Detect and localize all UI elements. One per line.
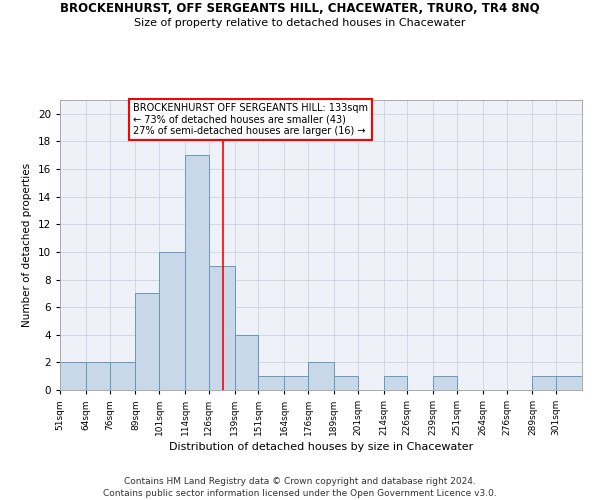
Text: Distribution of detached houses by size in Chacewater: Distribution of detached houses by size …: [169, 442, 473, 452]
Bar: [60, 362, 86, 390]
Text: Contains public sector information licensed under the Open Government Licence v3: Contains public sector information licen…: [103, 489, 497, 498]
Bar: [532, 376, 556, 390]
Bar: [110, 362, 136, 390]
Bar: [86, 362, 110, 390]
Bar: [159, 252, 185, 390]
Bar: [308, 362, 334, 390]
Bar: [383, 376, 407, 390]
Y-axis label: Number of detached properties: Number of detached properties: [22, 163, 32, 327]
Bar: [209, 266, 235, 390]
Bar: [136, 294, 159, 390]
Bar: [235, 335, 259, 390]
Bar: [259, 376, 284, 390]
Text: Size of property relative to detached houses in Chacewater: Size of property relative to detached ho…: [134, 18, 466, 28]
Bar: [284, 376, 308, 390]
Bar: [433, 376, 457, 390]
Text: BROCKENHURST OFF SERGEANTS HILL: 133sqm
← 73% of detached houses are smaller (43: BROCKENHURST OFF SERGEANTS HILL: 133sqm …: [133, 103, 368, 136]
Text: Contains HM Land Registry data © Crown copyright and database right 2024.: Contains HM Land Registry data © Crown c…: [124, 478, 476, 486]
Bar: [556, 376, 582, 390]
Bar: [334, 376, 358, 390]
Bar: [185, 155, 209, 390]
Text: BROCKENHURST, OFF SERGEANTS HILL, CHACEWATER, TRURO, TR4 8NQ: BROCKENHURST, OFF SERGEANTS HILL, CHACEW…: [60, 2, 540, 16]
